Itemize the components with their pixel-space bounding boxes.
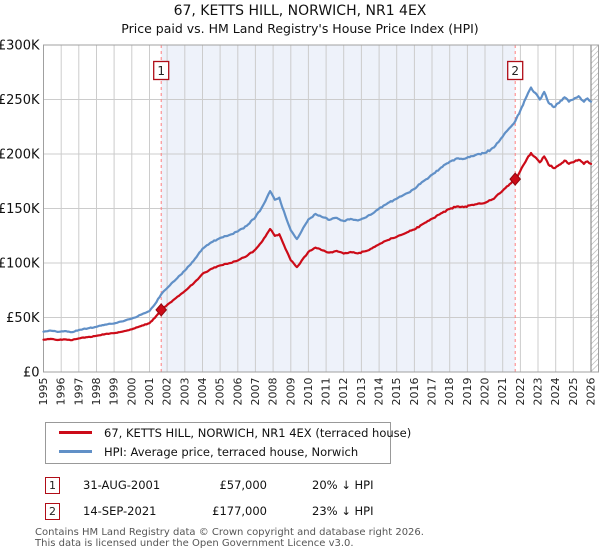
legend-label-hpi: HPI: Average price, terraced house, Norw… (104, 444, 359, 459)
x-axis-label: 2004 (196, 378, 209, 406)
x-axis-label: 2007 (249, 378, 262, 406)
footer-line-1: Contains HM Land Registry data © Crown c… (35, 527, 424, 538)
y-axis-label: £250K (0, 93, 40, 108)
annotation-row-1: 1 31-AUG-2001 £57,000 20% ↓ HPI (45, 477, 445, 495)
annotation-1-hpi-note: 20% ↓ HPI (312, 478, 374, 492)
y-axis-label: £0 (23, 366, 40, 381)
chart-legend: 67, KETTS HILL, NORWICH, NR1 4EX (terrac… (45, 422, 411, 464)
annotation-1-date: 31-AUG-2001 (83, 478, 161, 492)
annotation-2-marker: 2 (45, 503, 60, 520)
copyright-footer: Contains HM Land Registry data © Crown c… (35, 527, 595, 549)
property-price-line (42, 151, 593, 342)
y-axis-label: £50K (6, 311, 40, 326)
x-axis-label: 1995 (37, 378, 50, 406)
property-line-swatch (59, 431, 92, 434)
x-axis-label: 2022 (514, 378, 527, 406)
x-axis-label: 2013 (355, 378, 368, 406)
footer-line-2: This data is licensed under the Open Gov… (35, 537, 354, 549)
sale-2-flag-box (507, 60, 524, 81)
x-axis-label: 2014 (373, 378, 386, 406)
future-hatch-band (590, 44, 599, 372)
x-axis-label: 2025 (567, 378, 580, 406)
sale-1-flag-label: 1 (157, 64, 165, 78)
annotation-1-marker: 1 (45, 477, 60, 494)
x-axis-label: 2003 (178, 378, 191, 406)
x-axis-label: 2023 (532, 378, 545, 406)
sale-1-diamond-marker (155, 303, 168, 317)
x-axis-label: 2021 (496, 378, 509, 406)
annotation-2-price: £177,000 (212, 504, 267, 518)
annotation-row-2: 2 14-SEP-2021 £177,000 23% ↓ HPI (45, 503, 445, 521)
x-axis-label: 2009 (284, 378, 297, 406)
sale-2-flag-label: 2 (511, 64, 519, 78)
x-axis-label: 2011 (320, 378, 333, 406)
x-axis-label: 2026 (585, 378, 598, 406)
x-axis-label: 1997 (72, 378, 85, 406)
x-axis-label: 2016 (408, 378, 421, 406)
x-axis-label: 2019 (461, 378, 474, 406)
x-axis-label: 2017 (426, 378, 439, 406)
x-axis-label: 2006 (231, 378, 244, 406)
x-axis-label: 2012 (337, 378, 350, 406)
x-axis-label: 2005 (214, 378, 227, 406)
x-axis-label: 2018 (443, 378, 456, 406)
y-axis-label: £200K (0, 148, 40, 163)
x-axis-label: 1999 (108, 378, 121, 406)
annotation-1-price: £57,000 (219, 478, 267, 492)
sale-1-flag-box (153, 60, 170, 81)
x-axis-label: 1996 (55, 378, 68, 406)
page-subtitle: Price paid vs. HM Land Registry's House … (121, 21, 479, 36)
annotation-2-hpi-note: 23% ↓ HPI (312, 504, 374, 518)
x-axis-label: 2015 (390, 378, 403, 406)
x-axis-label: 2008 (267, 378, 280, 406)
annotation-2-date: 14-SEP-2021 (83, 504, 157, 518)
x-axis-label: 2020 (479, 378, 492, 406)
hpi-line-swatch (59, 450, 92, 453)
hpi-line (42, 86, 593, 334)
x-axis-label: 2010 (302, 378, 315, 406)
legend-item-property: 67, KETTS HILL, NORWICH, NR1 4EX (terrac… (46, 423, 411, 442)
plot-border (43, 44, 599, 373)
x-axis-label: 2002 (161, 378, 174, 406)
x-axis-label: 1998 (90, 378, 103, 406)
x-axis-label: 2024 (549, 378, 562, 406)
price-chart: 1 2 £0 £50K £100K £150K £200K £250K £300K 1995 199… (0, 39, 599, 406)
legend-item-hpi: HPI: Average price, terraced house, Norw… (46, 442, 390, 461)
y-axis-label: £100K (0, 257, 40, 272)
sale-2-diamond-marker (509, 172, 522, 186)
y-axis-label: £300K (0, 39, 40, 54)
y-axis-label: £150K (0, 202, 40, 217)
x-axis-label: 2001 (143, 378, 156, 406)
x-axis-label: 2000 (125, 378, 138, 406)
legend-label-property: 67, KETTS HILL, NORWICH, NR1 4EX (terrac… (104, 425, 412, 440)
page-title: 67, KETTS HILL, NORWICH, NR1 4EX (173, 3, 427, 19)
